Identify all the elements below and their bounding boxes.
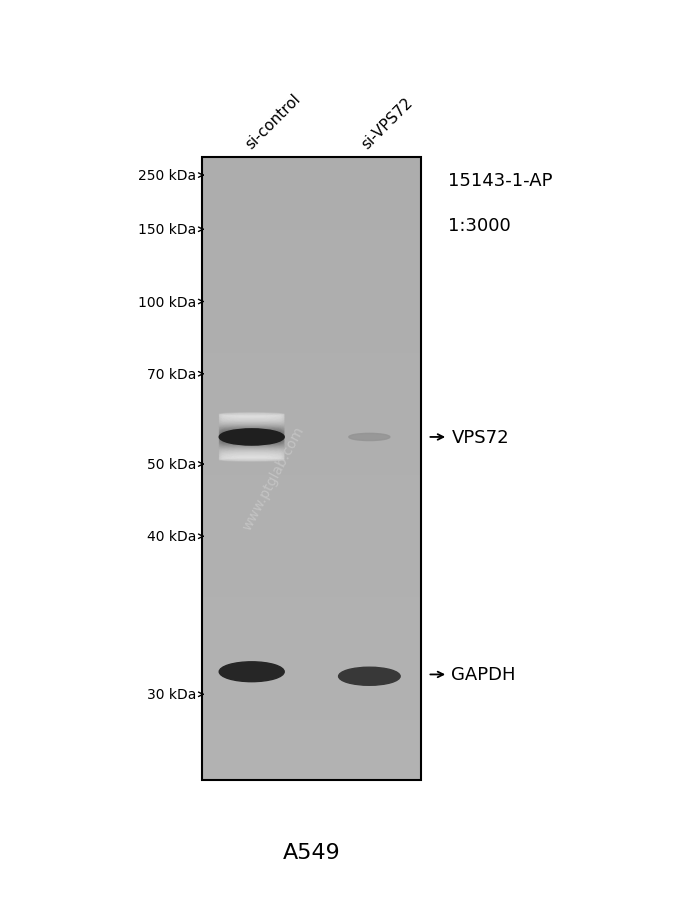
Ellipse shape xyxy=(219,424,285,428)
Ellipse shape xyxy=(219,434,285,437)
Ellipse shape xyxy=(219,451,285,454)
Text: VPS72: VPS72 xyxy=(451,428,509,446)
Ellipse shape xyxy=(219,415,285,418)
Ellipse shape xyxy=(219,453,285,456)
Text: 30 kDa: 30 kDa xyxy=(147,687,196,702)
Ellipse shape xyxy=(219,455,285,458)
Ellipse shape xyxy=(219,446,285,450)
Ellipse shape xyxy=(219,420,285,423)
Ellipse shape xyxy=(219,417,285,419)
Ellipse shape xyxy=(219,413,285,417)
Ellipse shape xyxy=(219,452,285,455)
Ellipse shape xyxy=(219,416,285,419)
Ellipse shape xyxy=(219,421,285,424)
Text: 15143-1-AP: 15143-1-AP xyxy=(448,171,553,189)
Bar xyxy=(202,158,421,780)
Text: 50 kDa: 50 kDa xyxy=(147,457,196,472)
Ellipse shape xyxy=(219,457,285,460)
Ellipse shape xyxy=(219,437,285,439)
Ellipse shape xyxy=(219,446,285,448)
Text: www.ptglab.com: www.ptglab.com xyxy=(240,424,307,532)
Ellipse shape xyxy=(219,458,285,462)
Ellipse shape xyxy=(219,417,285,420)
Ellipse shape xyxy=(219,429,285,446)
Ellipse shape xyxy=(219,423,285,427)
Ellipse shape xyxy=(349,434,390,441)
Text: 100 kDa: 100 kDa xyxy=(138,295,196,309)
Ellipse shape xyxy=(339,667,400,686)
Ellipse shape xyxy=(219,429,285,433)
Ellipse shape xyxy=(219,428,285,432)
Ellipse shape xyxy=(219,436,285,438)
Ellipse shape xyxy=(219,452,285,456)
Ellipse shape xyxy=(219,662,285,682)
Ellipse shape xyxy=(219,432,285,436)
Ellipse shape xyxy=(219,422,285,425)
Ellipse shape xyxy=(219,448,285,452)
Ellipse shape xyxy=(219,443,285,446)
Ellipse shape xyxy=(219,432,285,435)
Ellipse shape xyxy=(219,456,285,458)
Ellipse shape xyxy=(219,418,285,421)
Ellipse shape xyxy=(219,447,285,451)
Ellipse shape xyxy=(219,433,285,437)
Ellipse shape xyxy=(219,446,285,449)
Ellipse shape xyxy=(219,442,285,446)
Ellipse shape xyxy=(219,431,285,434)
Ellipse shape xyxy=(219,454,285,457)
Ellipse shape xyxy=(219,426,285,428)
Text: 150 kDa: 150 kDa xyxy=(138,223,196,237)
Ellipse shape xyxy=(219,425,285,428)
Text: 40 kDa: 40 kDa xyxy=(147,529,196,544)
Ellipse shape xyxy=(219,449,285,453)
Ellipse shape xyxy=(219,427,285,430)
Ellipse shape xyxy=(219,430,285,433)
Ellipse shape xyxy=(219,457,285,461)
Ellipse shape xyxy=(219,444,285,447)
Ellipse shape xyxy=(219,450,285,453)
Ellipse shape xyxy=(219,419,285,422)
Ellipse shape xyxy=(219,414,285,418)
Ellipse shape xyxy=(219,428,285,431)
Ellipse shape xyxy=(219,456,285,459)
Ellipse shape xyxy=(219,439,285,443)
Ellipse shape xyxy=(219,419,285,423)
Text: si-VPS72: si-VPS72 xyxy=(358,95,416,152)
Ellipse shape xyxy=(219,440,285,443)
Text: 70 kDa: 70 kDa xyxy=(147,367,196,382)
Ellipse shape xyxy=(219,437,285,441)
Text: 250 kDa: 250 kDa xyxy=(138,169,196,183)
Ellipse shape xyxy=(219,437,285,440)
Text: GAPDH: GAPDH xyxy=(451,666,516,684)
Text: A549: A549 xyxy=(282,842,340,862)
Text: 1:3000: 1:3000 xyxy=(448,216,511,235)
Ellipse shape xyxy=(219,427,285,429)
Ellipse shape xyxy=(219,435,285,438)
Text: si-control: si-control xyxy=(242,91,303,152)
Ellipse shape xyxy=(219,438,285,442)
Ellipse shape xyxy=(219,441,285,444)
Ellipse shape xyxy=(219,422,285,426)
Ellipse shape xyxy=(219,445,285,448)
Ellipse shape xyxy=(219,442,285,445)
